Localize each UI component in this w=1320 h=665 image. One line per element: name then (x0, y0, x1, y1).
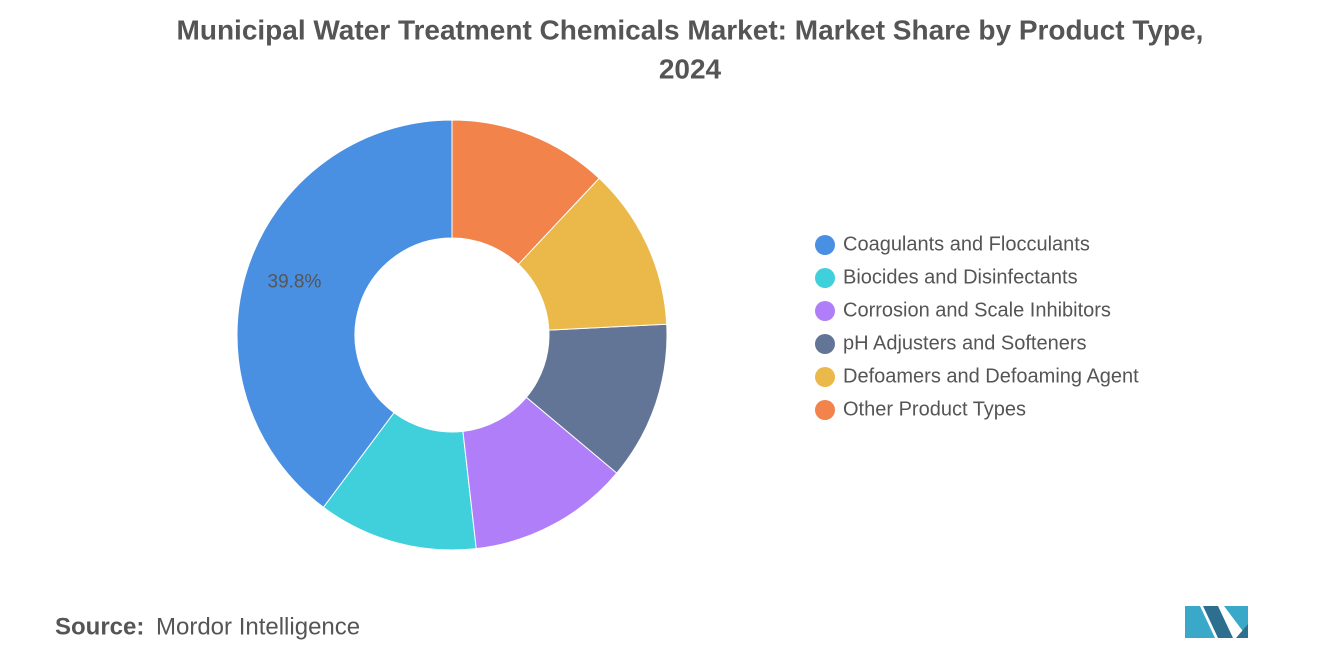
legend-marker (815, 334, 835, 354)
donut-slice (462, 396, 618, 550)
legend-marker (815, 268, 835, 288)
legend-label: Coagulants and Flocculants (843, 233, 1090, 255)
legend-label: Corrosion and Scale Inhibitors (843, 299, 1111, 321)
legend-marker (815, 400, 835, 420)
legend-marker (815, 235, 835, 255)
chart-title: Municipal Water Treatment Chemicals Mark… (177, 14, 1204, 45)
source-label: Source: (55, 613, 144, 640)
legend-marker (815, 367, 835, 387)
legend-label: Defoamers and Defoaming Agent (843, 365, 1139, 387)
legend-label: Other Product Types (843, 398, 1026, 420)
legend-label: pH Adjusters and Softeners (843, 332, 1086, 354)
legend-marker (815, 301, 835, 321)
logo (1185, 606, 1248, 638)
legend-label: Biocides and Disinfectants (843, 266, 1078, 288)
donut-slice (451, 119, 600, 265)
chart-subtitle: 2024 (659, 53, 722, 84)
data-label: 39.8% (268, 272, 322, 293)
donut-slice (236, 119, 453, 509)
source: Mordor Intelligence (156, 613, 360, 640)
donut-slice (525, 323, 668, 474)
donut-slice (322, 412, 477, 551)
